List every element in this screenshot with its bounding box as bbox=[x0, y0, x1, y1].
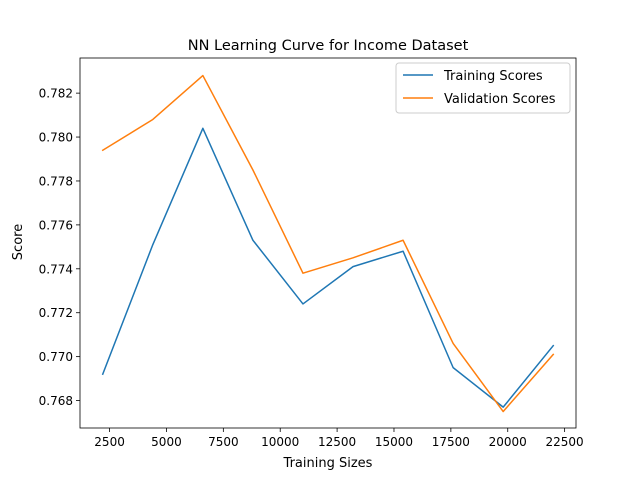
x-tick-label: 22500 bbox=[546, 435, 584, 449]
x-tick-label: 15000 bbox=[375, 435, 413, 449]
x-tick-label: 17500 bbox=[432, 435, 470, 449]
x-tick-label: 5000 bbox=[151, 435, 182, 449]
chart-title: NN Learning Curve for Income Dataset bbox=[188, 38, 469, 54]
plot-frame bbox=[79, 57, 577, 429]
legend-label-training: Training Scores bbox=[443, 69, 543, 84]
series-line-validation-scores bbox=[101, 74, 555, 413]
y-tick-label: 0.774 bbox=[39, 262, 73, 276]
x-tick-label: 10000 bbox=[261, 435, 299, 449]
series-line-training-scores bbox=[101, 127, 555, 408]
y-tick-label: 0.782 bbox=[39, 87, 73, 101]
y-tick-label: 0.780 bbox=[39, 131, 73, 145]
axes-layer: 2500 5000 7500 10000 12500 15000 17500 20000 225… bbox=[39, 57, 584, 449]
legend-frame bbox=[395, 62, 571, 114]
y-tick-label: 0.768 bbox=[39, 394, 73, 408]
x-axis-label: Training Sizes bbox=[283, 456, 373, 471]
y-tick-label: 0.778 bbox=[39, 174, 73, 188]
legend-label-validation: Validation Scores bbox=[444, 92, 556, 107]
x-tick-label: 12500 bbox=[318, 435, 356, 449]
y-tick-label: 0.770 bbox=[39, 350, 73, 364]
x-tick-label: 2500 bbox=[94, 435, 125, 449]
series-layer bbox=[101, 74, 555, 413]
y-axis-label: Score bbox=[11, 224, 26, 260]
y-tick-label: 0.776 bbox=[39, 218, 73, 232]
legend: Training Scores Validation Scores bbox=[395, 62, 571, 114]
y-tick-label: 0.772 bbox=[39, 306, 73, 320]
x-tick-label: 7500 bbox=[208, 435, 239, 449]
x-tick-label: 20000 bbox=[489, 435, 527, 449]
